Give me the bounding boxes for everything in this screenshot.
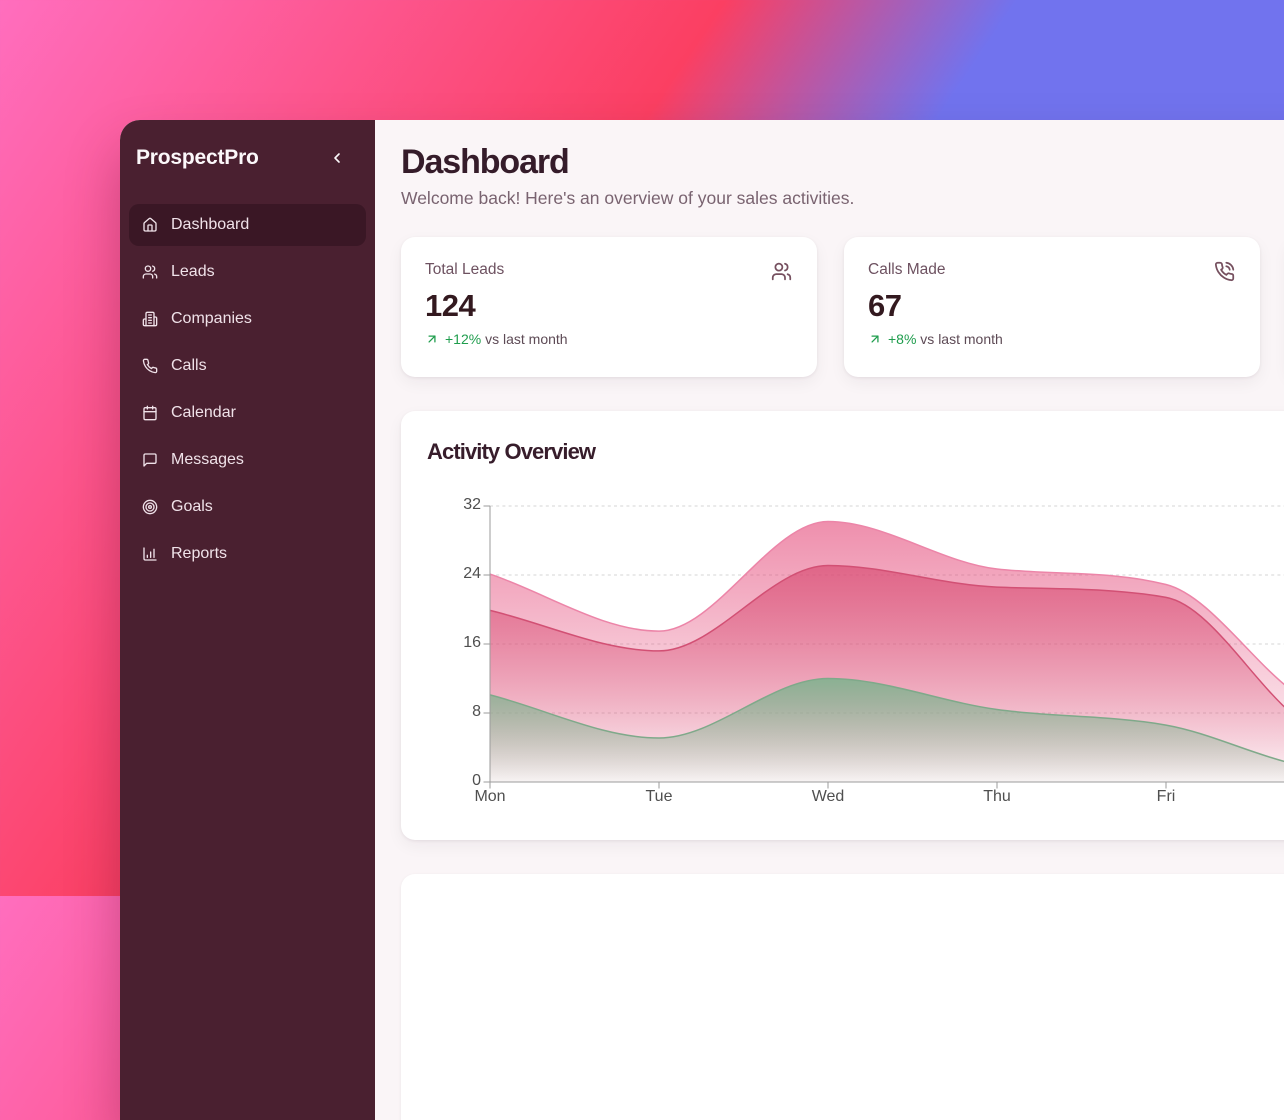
svg-text:Mon: Mon <box>474 788 505 805</box>
svg-text:Wed: Wed <box>812 788 845 805</box>
svg-text:32: 32 <box>463 496 481 513</box>
svg-text:8: 8 <box>472 703 481 720</box>
svg-text:Thu: Thu <box>983 788 1011 805</box>
svg-text:16: 16 <box>463 634 481 651</box>
svg-text:24: 24 <box>463 565 481 582</box>
svg-text:0: 0 <box>472 772 481 789</box>
svg-text:Fri: Fri <box>1157 788 1176 805</box>
svg-text:Tue: Tue <box>646 788 673 805</box>
